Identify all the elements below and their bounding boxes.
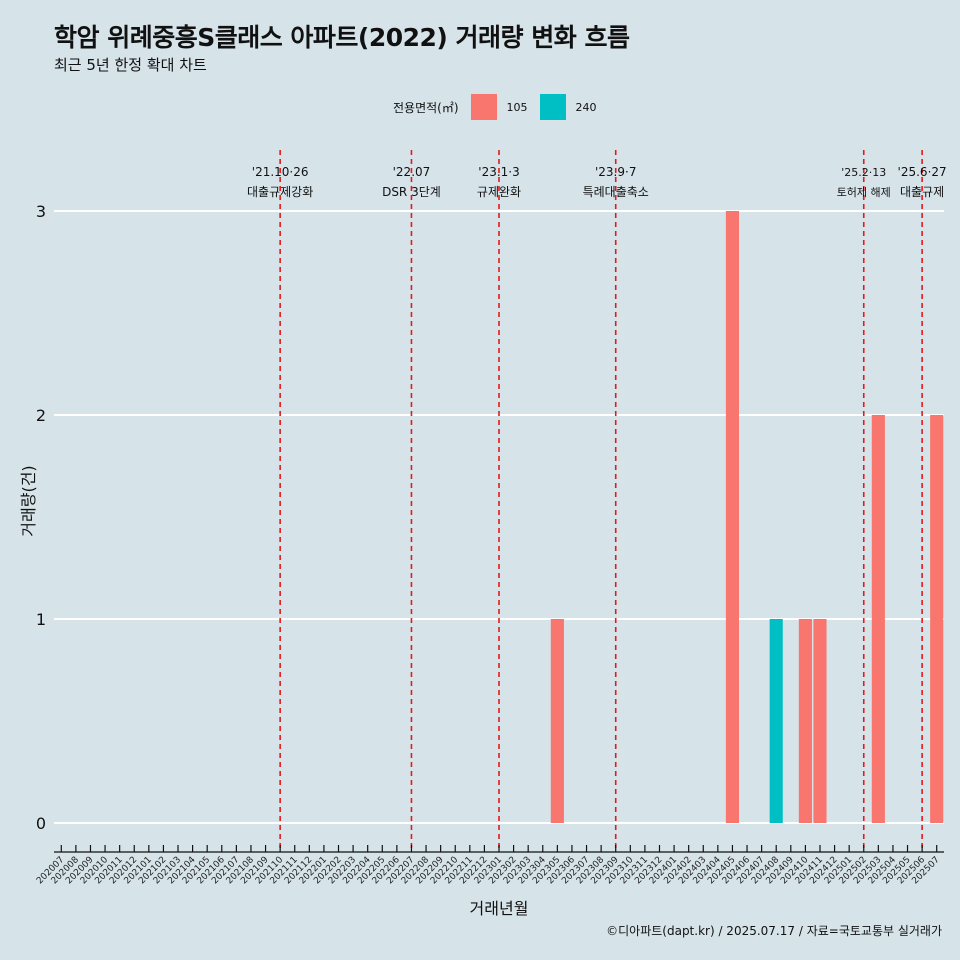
legend-label-240: 240	[575, 100, 597, 114]
bar-202305-105	[550, 619, 564, 823]
annotation-date: '22.07	[393, 165, 431, 179]
footer-credit: ©디아파트(dapt.kr) / 2025.07.17 / 자료=국토교통부 실…	[606, 924, 942, 938]
chart-subtitle: 최근 5년 한정 확대 차트	[54, 56, 207, 74]
annotation-date: '23.1·3	[478, 165, 519, 179]
annotation-label: 토허제 해제	[837, 185, 891, 199]
annotation-date: '21.10·26	[252, 165, 309, 179]
annotation-label: 규제완화	[477, 185, 521, 199]
bar-202405-105	[725, 211, 740, 823]
bar-202410-105	[798, 619, 812, 823]
chart-title: 학암 위례중흥S클래스 아파트(2022) 거래량 변화 흐름	[54, 23, 630, 52]
legend-title: 전용면적(㎡)	[393, 100, 459, 115]
annotation-date: '25.2·13	[841, 166, 886, 179]
annotation-label: DSR 3단계	[382, 185, 441, 199]
bar-202507-105	[930, 415, 944, 823]
y-tick-label: 3	[36, 202, 46, 221]
annotation-date: '23.9·7	[595, 165, 636, 179]
legend: 전용면적(㎡) 105 240	[393, 94, 609, 120]
y-tick-label: 0	[36, 814, 46, 833]
bar-202503-105	[871, 415, 885, 823]
bar-202408-240	[769, 619, 783, 823]
bar-202411-105	[813, 619, 827, 823]
y-axis-title: 거래량(건)	[19, 465, 38, 536]
annotation-label: 대출규제	[900, 185, 944, 199]
annotation-label: 특례대출축소	[583, 185, 649, 199]
x-axis-title: 거래년월	[470, 899, 529, 918]
legend-swatch-105	[470, 94, 497, 120]
y-tick-label: 2	[36, 406, 46, 425]
y-tick-label: 1	[36, 610, 46, 629]
legend-swatch-240	[539, 94, 566, 120]
annotation-label: 대출규제강화	[247, 185, 313, 199]
legend-label-105: 105	[506, 100, 528, 114]
annotation-date: '25.6·27	[898, 165, 947, 179]
